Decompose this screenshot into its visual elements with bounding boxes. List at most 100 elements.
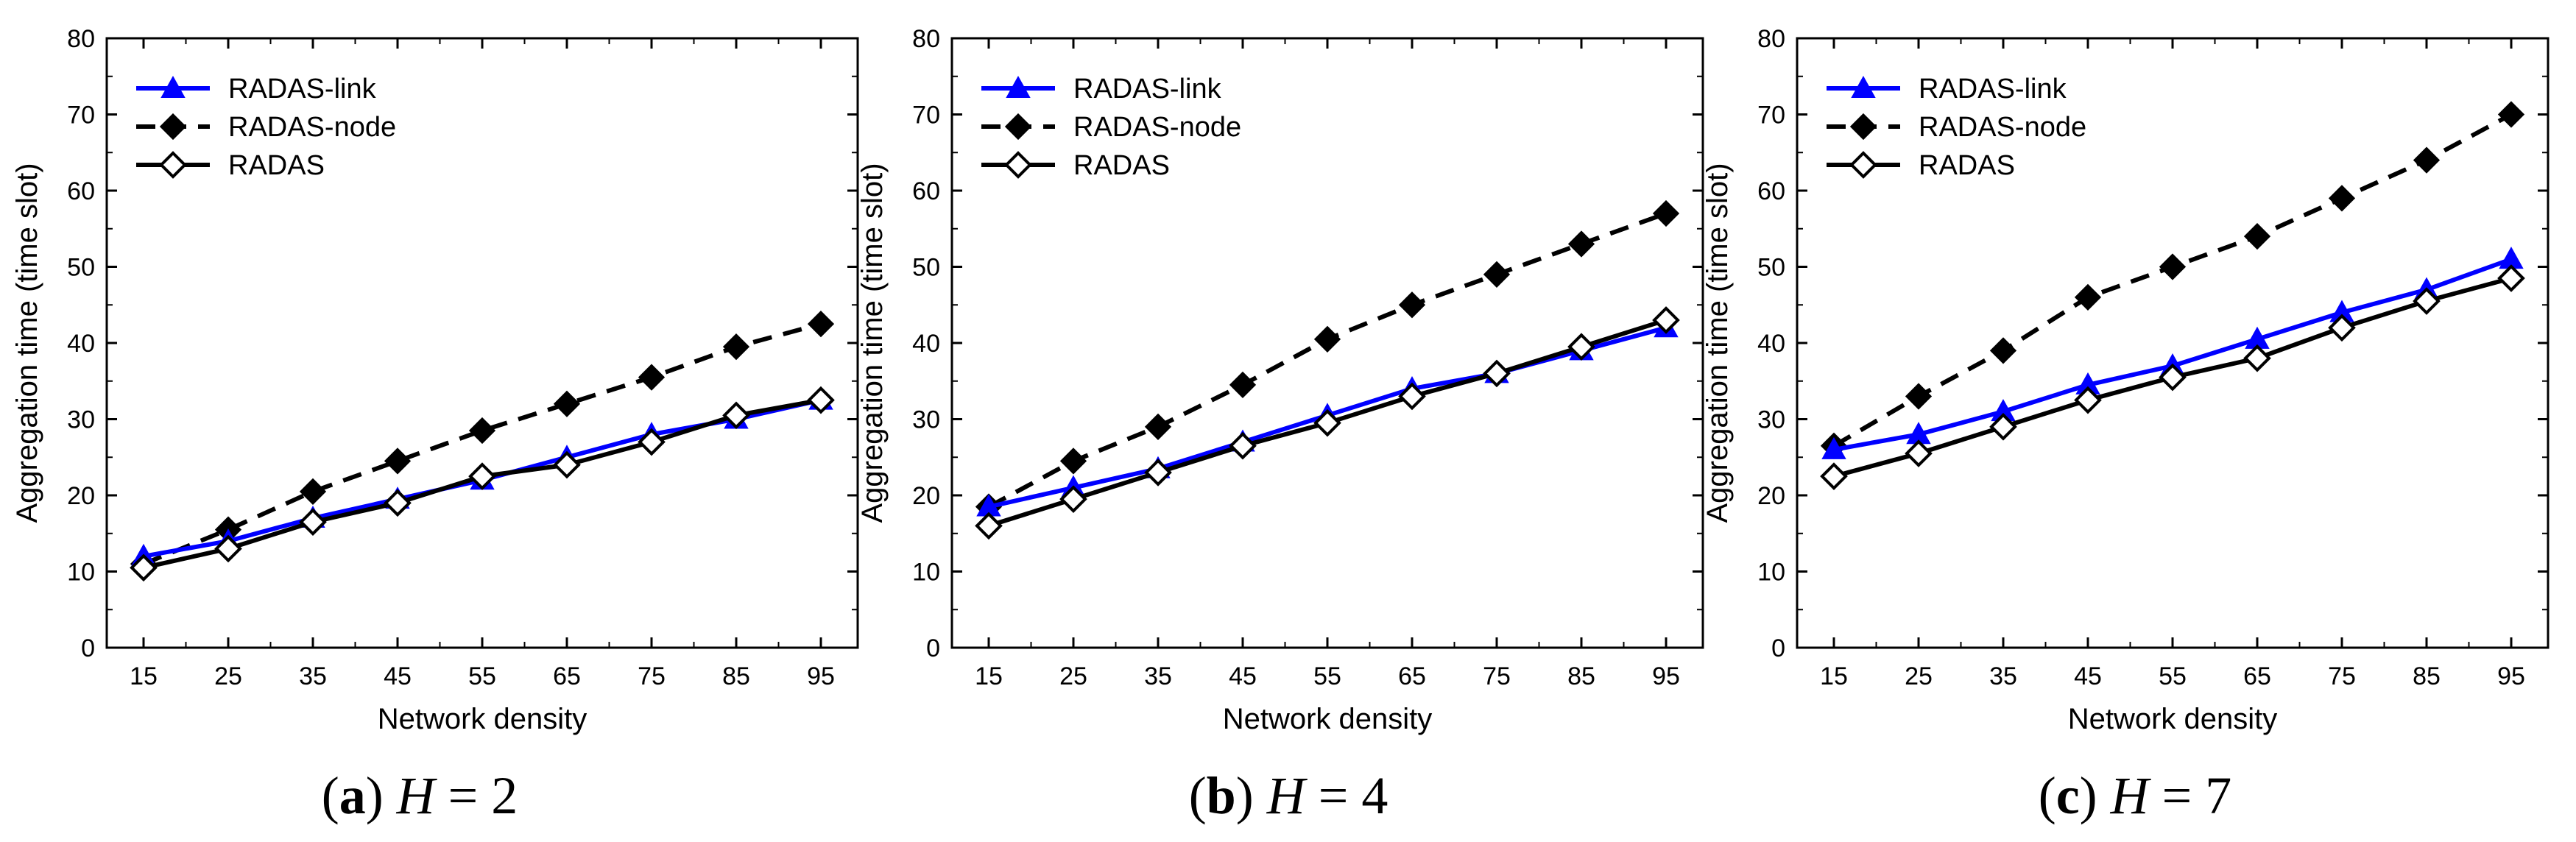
x-axis-title: Network density xyxy=(378,703,587,735)
legend-label: RADAS xyxy=(1073,150,1170,181)
legend-label: RADAS-node xyxy=(1073,112,1241,143)
data-point xyxy=(1229,431,1257,460)
legend-marker xyxy=(1851,75,1876,98)
x-tick-label: 15 xyxy=(975,662,1003,690)
y-axis-title: Aggregation time (time slot) xyxy=(11,163,43,523)
data-point xyxy=(638,428,666,456)
legend: RADAS-link RADAS-node RADAS xyxy=(1827,74,2086,181)
x-tick-label: 25 xyxy=(1059,662,1087,690)
y-tick-label: 70 xyxy=(912,102,940,130)
legend-marker xyxy=(1006,75,1031,98)
y-tick-label: 20 xyxy=(1757,482,1785,510)
x-axis-title: Network density xyxy=(1223,703,1433,735)
y-tick-label: 40 xyxy=(1757,330,1785,358)
y-tick-label: 60 xyxy=(67,177,95,205)
legend-marker xyxy=(1849,151,1877,179)
data-point xyxy=(1313,408,1341,437)
data-point xyxy=(130,553,158,582)
data-point xyxy=(553,390,581,417)
y-tick-label: 10 xyxy=(912,559,940,587)
data-point xyxy=(299,508,327,537)
data-point xyxy=(1398,291,1426,319)
x-tick-label: 55 xyxy=(1313,662,1341,690)
series-radas-node xyxy=(1820,101,2525,459)
series-radas xyxy=(1820,264,2525,490)
data-point xyxy=(1989,337,2017,364)
data-point xyxy=(722,401,750,430)
data-point xyxy=(1652,306,1680,334)
x-tick-label: 45 xyxy=(1229,662,1257,690)
data-point xyxy=(1905,383,1933,410)
series-radas xyxy=(975,306,1680,540)
caption-a: (a) H = 2 xyxy=(321,766,518,825)
x-tick-label: 75 xyxy=(1483,662,1511,690)
x-tick-label: 15 xyxy=(130,662,158,690)
legend-label: RADAS-node xyxy=(228,112,396,143)
series-line xyxy=(987,211,1668,509)
data-point xyxy=(2243,344,2271,372)
y-tick-label: 70 xyxy=(1757,102,1785,130)
y-tick-label: 10 xyxy=(1757,559,1785,587)
data-point xyxy=(1820,462,1848,490)
data-point xyxy=(2413,287,2441,315)
legend-marker xyxy=(1849,113,1877,141)
data-point xyxy=(1144,413,1172,440)
data-point xyxy=(2328,314,2356,342)
x-tick-label: 45 xyxy=(2074,662,2102,690)
legend-marker xyxy=(1004,151,1032,179)
chart-panel-b: 0 10 20 30 40 50 60 70 80 15 25 35 45 55 65 75 85 95 Netwo… xyxy=(856,25,1704,735)
data-point xyxy=(1821,436,1846,459)
plot-frame xyxy=(1796,37,2549,649)
x-tick-label: 25 xyxy=(1905,662,1933,690)
y-tick-label: 80 xyxy=(67,25,95,53)
y-tick-label: 30 xyxy=(912,406,940,434)
legend: RADAS-link RADAS-node RADAS xyxy=(136,74,396,181)
x-tick-label: 95 xyxy=(807,662,835,690)
x-tick-label: 85 xyxy=(1567,662,1595,690)
data-point xyxy=(384,489,412,517)
data-point xyxy=(1313,325,1341,353)
x-tick-label: 95 xyxy=(2497,662,2525,690)
x-tick-label: 35 xyxy=(1989,662,2017,690)
data-point xyxy=(1905,439,1933,467)
x-tick-label: 55 xyxy=(468,662,496,690)
data-point xyxy=(2159,253,2187,280)
y-axis-title: Aggregation time (time slot) xyxy=(856,163,889,523)
x-axis-title: Network density xyxy=(2068,703,2278,735)
chart-panel-a: 0 10 20 30 40 50 60 70 80 15 25 35 45 55 65 75 85 95 Netwo… xyxy=(11,25,859,735)
y-tick-label: 20 xyxy=(912,482,940,510)
data-point xyxy=(1483,359,1511,388)
legend-label: RADAS-node xyxy=(1919,112,2086,143)
x-tick-label: 45 xyxy=(384,662,412,690)
chart-panel-c: 0 10 20 30 40 50 60 70 80 15 25 35 45 55 65 75 85 95 Netwo… xyxy=(1701,25,2549,735)
data-point xyxy=(2497,101,2525,128)
data-point xyxy=(2074,386,2102,414)
data-point xyxy=(1059,447,1087,475)
legend-marker xyxy=(160,75,186,98)
legend-marker xyxy=(159,113,187,141)
x-tick-label: 85 xyxy=(2413,662,2441,690)
y-tick-label: 0 xyxy=(81,634,95,662)
series-radas xyxy=(130,386,835,582)
data-point xyxy=(1483,261,1511,288)
y-tick-label: 80 xyxy=(1757,25,1785,53)
y-tick-label: 30 xyxy=(67,406,95,434)
caption-b: (b) H = 4 xyxy=(1188,766,1388,825)
y-tick-label: 40 xyxy=(912,330,940,358)
data-point xyxy=(2243,222,2271,250)
x-tick-label: 75 xyxy=(638,662,666,690)
legend-label: RADAS-link xyxy=(1073,74,1222,105)
data-point xyxy=(468,417,496,445)
x-tick-label: 65 xyxy=(2243,662,2271,690)
y-tick-label: 10 xyxy=(67,559,95,587)
data-point xyxy=(1567,230,1595,258)
x-tick-label: 65 xyxy=(553,662,581,690)
x-tick-label: 75 xyxy=(2328,662,2356,690)
data-point xyxy=(553,450,581,479)
y-tick-label: 0 xyxy=(926,634,940,662)
data-point xyxy=(214,534,242,563)
y-tick-label: 50 xyxy=(67,254,95,282)
y-tick-label: 50 xyxy=(912,254,940,282)
legend-label: RADAS xyxy=(1919,150,2015,181)
